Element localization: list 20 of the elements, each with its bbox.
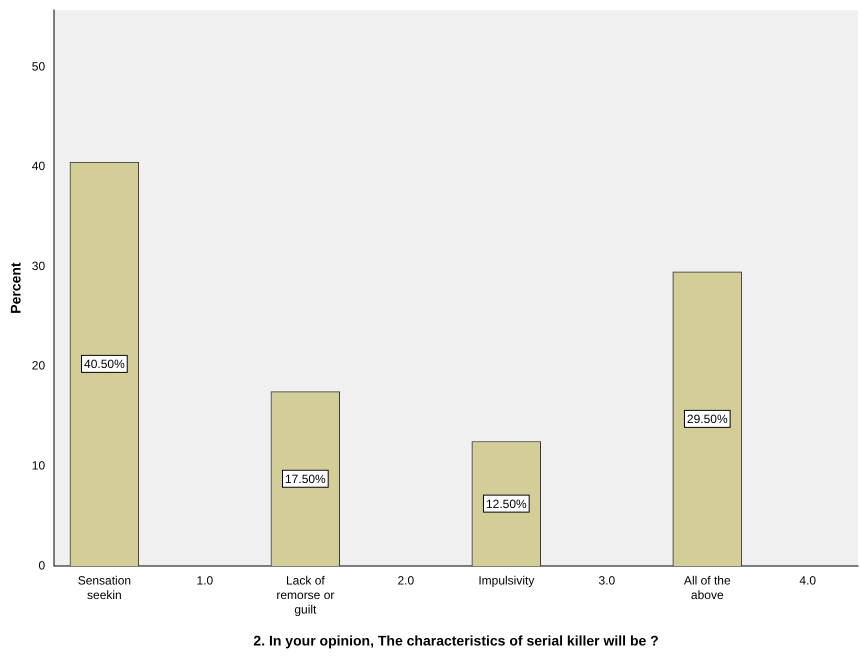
y-tick-label: 0 bbox=[38, 558, 46, 572]
y-tick-label: 10 bbox=[32, 458, 46, 473]
x-tick-label: Impulsivity bbox=[478, 574, 534, 588]
x-tick-label: 4.0 bbox=[799, 574, 816, 588]
y-tick-label: 40 bbox=[32, 159, 46, 174]
x-tick-label: Lack of remorse or guilt bbox=[276, 574, 334, 616]
data-label: 40.50% bbox=[84, 357, 126, 372]
x-tick-label: 1.0 bbox=[196, 574, 214, 588]
data-label: 12.50% bbox=[486, 496, 527, 511]
data-label: 29.50% bbox=[686, 412, 728, 426]
y-tick-label: 20 bbox=[32, 358, 46, 373]
x-axis-title: 2. In your opinion, The characteristics of serial killer will be ? bbox=[253, 632, 659, 648]
y-tick-label: 50 bbox=[32, 59, 46, 74]
x-tick-label: All of the above bbox=[684, 574, 731, 602]
data-label: 17.50% bbox=[285, 472, 326, 486]
y-axis-title: Percent bbox=[7, 262, 24, 314]
x-tick-label: 2.0 bbox=[397, 574, 414, 588]
x-tick-label: 3.0 bbox=[598, 574, 616, 588]
y-tick-label: 30 bbox=[32, 258, 46, 273]
x-tick-label: Sensation seekin bbox=[78, 574, 132, 602]
